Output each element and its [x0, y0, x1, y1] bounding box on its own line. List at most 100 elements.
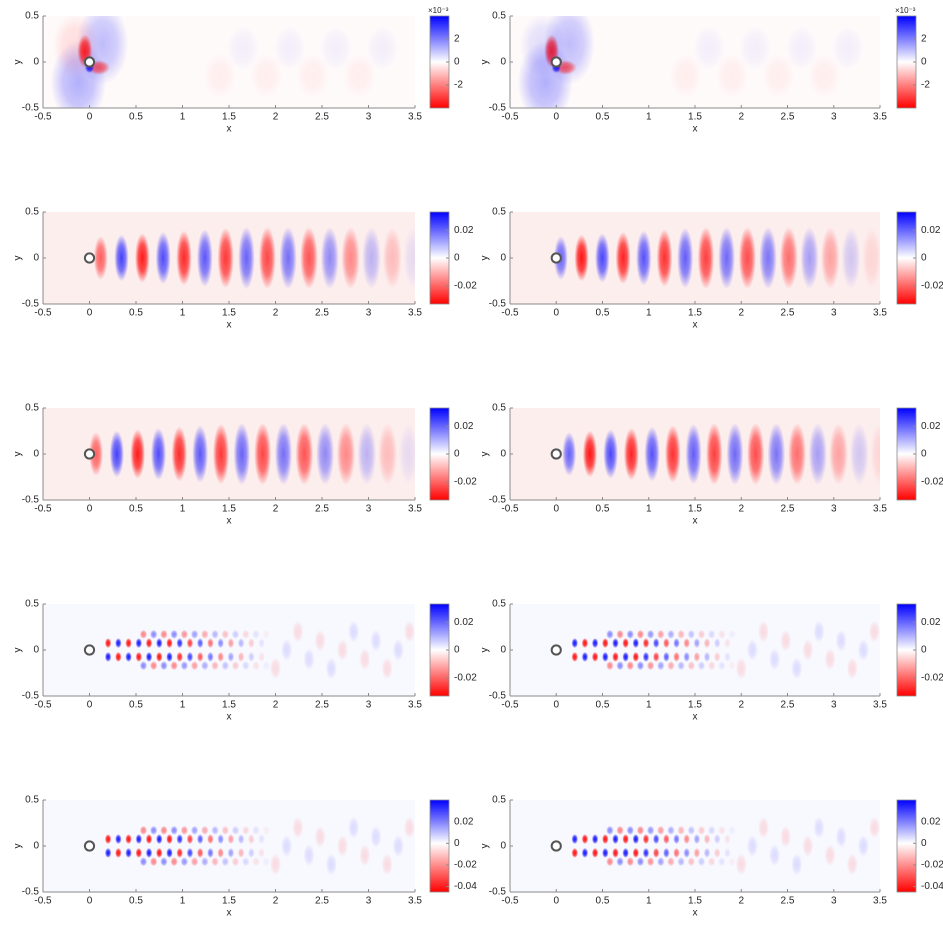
field-blob — [677, 661, 685, 671]
field-blob — [212, 423, 230, 485]
x-tick-label: 3.5 — [408, 112, 422, 123]
field-blob — [314, 825, 326, 848]
colorbar-tick-label: -0.02 — [454, 281, 477, 292]
field-blob — [104, 638, 112, 649]
field-blob — [685, 423, 702, 485]
field-blob — [677, 629, 685, 639]
field-blob — [769, 648, 781, 671]
field-blob — [642, 651, 650, 662]
cylinder — [83, 840, 96, 852]
field-blob — [646, 629, 655, 639]
field-blob — [571, 638, 578, 649]
cylinder — [550, 448, 562, 460]
field-blob — [683, 834, 690, 845]
field-blob — [269, 853, 282, 876]
field-blob — [687, 857, 695, 867]
y-axis-label: y — [13, 452, 24, 457]
colorbar-tick-label: 0 — [454, 57, 460, 68]
field-blob — [726, 422, 744, 486]
field-blob — [130, 429, 146, 479]
x-tick-label: 1.5 — [688, 700, 702, 711]
field-blob — [207, 847, 214, 858]
field-blob — [125, 638, 132, 649]
x-tick-label: 3 — [366, 700, 372, 711]
x-tick-label: 3.5 — [408, 504, 422, 515]
field-blob — [868, 816, 880, 839]
x-tick-label: 3.5 — [873, 896, 887, 907]
x-tick-label: -0.5 — [501, 896, 519, 907]
colorbar-tick-label: -0.02 — [921, 860, 943, 871]
x-tick-label: 3 — [831, 896, 837, 907]
x-tick-label: 0.5 — [596, 700, 610, 711]
x-tick-label: -0.5 — [34, 308, 52, 319]
x-tick-label: 1.5 — [222, 700, 236, 711]
field-blob — [824, 844, 836, 867]
field-blob — [160, 857, 168, 867]
x-tick-label: 3.5 — [873, 504, 887, 515]
x-tick-label: -0.5 — [501, 308, 519, 319]
field-blob — [602, 638, 609, 649]
field-blob — [606, 825, 614, 835]
x-tick-label: 3.5 — [873, 700, 887, 711]
field — [510, 16, 880, 108]
y-axis-label: y — [480, 256, 491, 261]
field-blob — [759, 226, 777, 290]
x-tick-label: 2.5 — [781, 308, 795, 319]
x-axis-label: x — [227, 516, 232, 527]
x-tick-label: -0.5 — [501, 504, 519, 515]
field-blob — [149, 629, 158, 639]
field-blob — [114, 234, 129, 282]
field-blob — [784, 25, 819, 72]
field-blob — [713, 651, 721, 662]
field-blob — [258, 226, 276, 290]
field-blob — [667, 629, 675, 639]
field-blob — [595, 233, 610, 283]
field-blob — [652, 651, 660, 662]
x-tick-label: -0.5 — [501, 112, 519, 123]
field-blob — [180, 661, 189, 671]
field-blob — [808, 422, 827, 486]
field-blob — [841, 226, 861, 290]
x-tick-label: 2 — [738, 504, 744, 515]
field-blob — [562, 431, 577, 477]
field-blob — [656, 229, 673, 287]
field-blob — [160, 825, 168, 835]
field-blob — [606, 857, 614, 867]
colorbar — [896, 799, 917, 893]
field-blob — [677, 227, 694, 289]
field-blob — [166, 651, 173, 662]
y-tick-label: -0.5 — [22, 299, 40, 310]
field-blob — [370, 825, 382, 848]
x-tick-label: 3 — [831, 504, 837, 515]
y-tick-label: -0.5 — [22, 495, 40, 506]
field-blob — [115, 847, 122, 858]
field-blob — [166, 847, 173, 858]
field-blob — [242, 629, 250, 639]
x-tick-label: 3.5 — [873, 308, 887, 319]
field-blob — [581, 834, 589, 845]
x-tick-label: 0.5 — [596, 308, 610, 319]
x-tick-label: 2.5 — [781, 700, 795, 711]
field-blob — [207, 638, 214, 649]
field-blob — [190, 857, 199, 867]
field-blob — [687, 629, 695, 639]
field-blob — [715, 52, 749, 99]
y-tick-label: 0 — [33, 253, 39, 264]
x-axis-label: x — [693, 124, 698, 135]
y-axis-label: y — [13, 844, 24, 849]
field-blob — [703, 651, 711, 662]
field-blob — [227, 651, 235, 662]
x-tick-label: 1 — [646, 308, 652, 319]
field-blob — [857, 834, 869, 858]
colorbar-tick-label: 0 — [921, 449, 927, 460]
x-tick-label: 0.5 — [596, 896, 610, 907]
field-blob — [237, 651, 245, 662]
panel: -0.5 0 0.5 1 1.5 2 2.5 3 3.5 -0.5 0 0.5 x y -0.02 0 0.02 — [480, 599, 943, 723]
panel: -0.5 0 0.5 1 1.5 2 2.5 3 3.5 -0.5 0 0.5 x y -0.02 0 0.02 — [13, 207, 478, 331]
field-blob — [221, 629, 229, 639]
x-tick-label: 1.5 — [688, 504, 702, 515]
field-blob — [262, 825, 270, 835]
field-blob — [735, 657, 747, 680]
field-blob — [779, 226, 798, 290]
field-blob — [646, 661, 655, 671]
